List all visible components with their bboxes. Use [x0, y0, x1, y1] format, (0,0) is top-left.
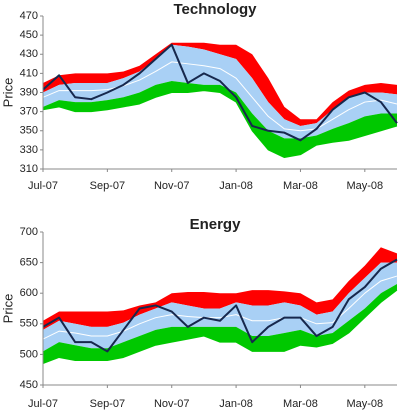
band: [43, 284, 397, 364]
x-tick-label: Jan-08: [219, 180, 253, 192]
x-tick-label: Jul-07: [28, 180, 58, 192]
line: [42, 61, 398, 132]
band-edge: [42, 289, 398, 365]
band: [43, 44, 397, 139]
band: [43, 262, 397, 352]
y-tick-label: 650: [20, 257, 38, 269]
y-tick-label: 550: [20, 318, 38, 330]
y-tick-label: 450: [20, 29, 38, 41]
y-tick-label: 600: [20, 287, 38, 299]
x-tick-label: Nov-07: [154, 398, 189, 410]
x-tick-label: Mar-08: [283, 180, 318, 192]
line: [42, 43, 398, 142]
y-tick-label: 470: [20, 10, 38, 22]
y-axis-label: Price: [0, 294, 15, 324]
y-tick-label: 330: [20, 144, 38, 156]
chart-title: Technology: [173, 1, 257, 18]
y-tick-label: 500: [20, 348, 38, 360]
y-tick-label: 410: [20, 67, 38, 79]
y-tick-label: 310: [20, 163, 38, 175]
x-tick-label: Sep-07: [90, 398, 125, 410]
y-tick-label: 350: [20, 125, 38, 137]
x-tick-label: May-08: [346, 398, 383, 410]
x-tick-label: Nov-07: [154, 180, 189, 192]
y-tick-label: 390: [20, 86, 38, 98]
y-tick-label: 700: [20, 226, 38, 238]
y-axis-label: Price: [0, 78, 15, 108]
y-tick-label: 430: [20, 48, 38, 60]
x-tick-label: Mar-08: [283, 398, 318, 410]
y-tick-label: 450: [20, 379, 38, 391]
band-edge: [42, 90, 398, 159]
line: [42, 258, 398, 353]
x-tick-label: May-08: [346, 180, 383, 192]
chart-title: Energy: [190, 216, 242, 233]
band: [43, 81, 397, 158]
band: [43, 247, 397, 330]
y-tick-label: 370: [20, 106, 38, 118]
x-tick-label: Sep-07: [90, 180, 125, 192]
x-tick-label: Jul-07: [28, 398, 58, 410]
x-tick-label: Jan-08: [219, 398, 253, 410]
